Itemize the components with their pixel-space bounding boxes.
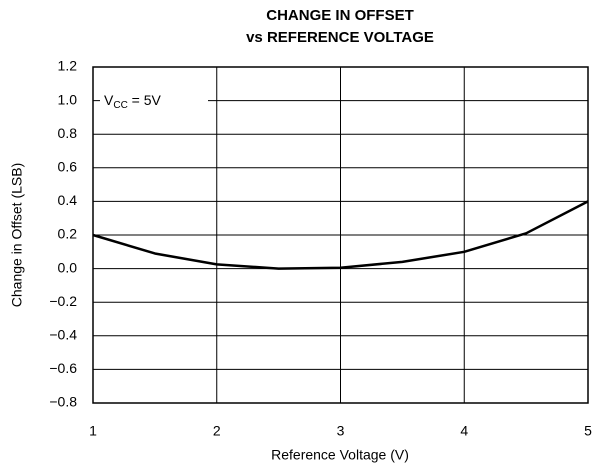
x-tick-label: 2 — [213, 423, 221, 439]
annotation: VCC = 5V — [104, 92, 162, 111]
x-tick-label: 5 — [584, 423, 592, 439]
data-line — [92, 200, 589, 270]
y-axis-label: Change in Offset (LSB) — [9, 163, 25, 307]
x-tick-label: 1 — [89, 423, 97, 439]
y-tick-label: −0.8 — [49, 394, 77, 410]
annotation-part: CC — [113, 100, 127, 111]
annotation-part: V — [104, 92, 114, 108]
x-axis-label: Reference Voltage (V) — [271, 447, 409, 463]
y-tick-label: 0.6 — [58, 159, 78, 175]
annotation-background — [100, 90, 208, 112]
annotation-part: = 5V — [128, 92, 162, 108]
y-tick-label: 1.0 — [58, 91, 78, 107]
chart-title: CHANGE IN OFFSET — [266, 7, 414, 24]
y-tick-label: 0.0 — [58, 259, 78, 275]
y-tick-label: −0.4 — [49, 327, 77, 343]
y-tick-label: 0.8 — [58, 125, 78, 141]
y-tick-label: 1.2 — [58, 58, 78, 74]
y-tick-label: −0.6 — [49, 360, 77, 376]
y-tick-label: 0.4 — [58, 192, 78, 208]
x-tick-label: 4 — [460, 423, 468, 439]
y-tick-label: 0.2 — [58, 226, 78, 242]
y-tick-label: −0.2 — [49, 293, 77, 309]
x-tick-label: 3 — [337, 423, 345, 439]
chart-title: vs REFERENCE VOLTAGE — [246, 29, 434, 46]
